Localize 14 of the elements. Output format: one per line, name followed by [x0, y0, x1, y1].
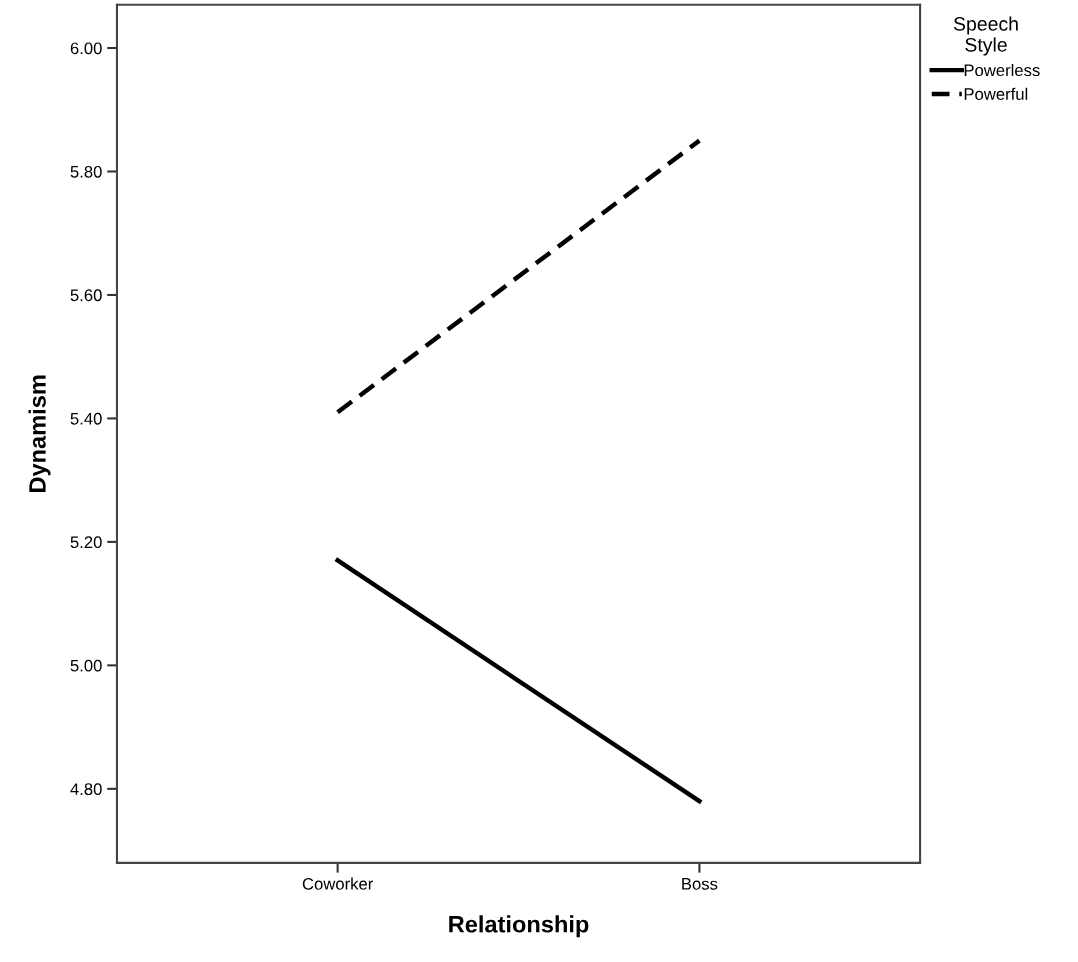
y-axis-title: Dynamism [28, 375, 51, 492]
y-tick-label: 5.80 [70, 165, 102, 178]
y-tick-label: 5.20 [70, 536, 102, 549]
x-tick-label: Coworker [302, 877, 374, 890]
legend-label: Powerful [964, 87, 1028, 100]
y-tick-label: 5.60 [70, 289, 102, 302]
y-tick-label: 6.00 [70, 42, 102, 55]
legend-title: Speech Style [953, 16, 1018, 56]
y-tick-label: 4.80 [70, 783, 102, 796]
x-axis-title: Relationship [449, 915, 589, 938]
legend-label: Powerless [964, 63, 1040, 77]
y-tick-label: 5.00 [70, 659, 102, 672]
y-tick-label: 5.40 [70, 412, 102, 425]
x-tick-label: Boss [682, 878, 718, 890]
